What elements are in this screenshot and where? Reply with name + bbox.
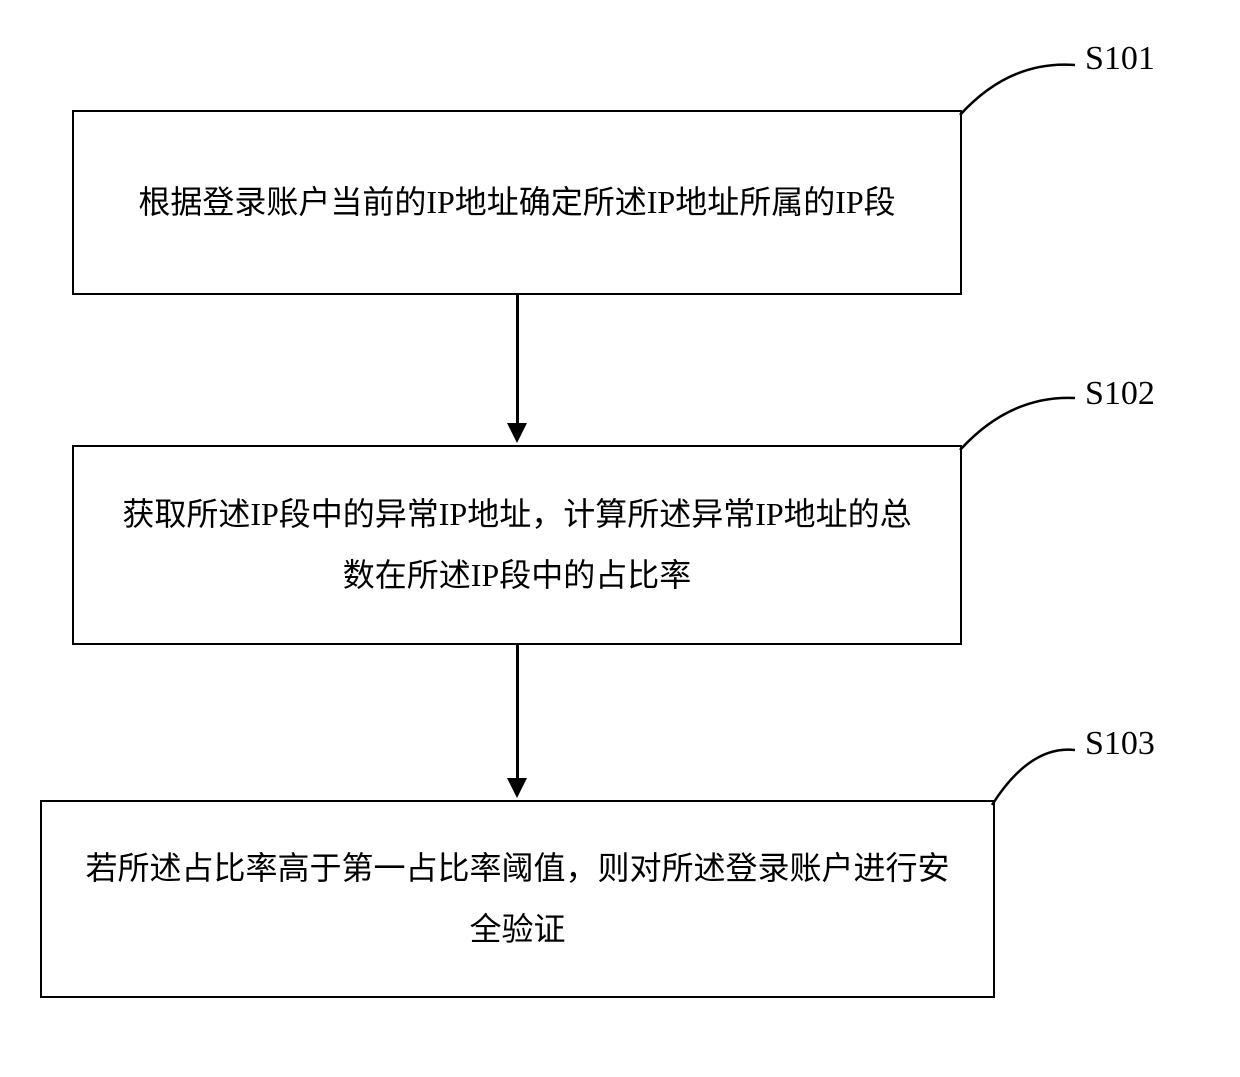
connector-s103 <box>0 0 1240 1077</box>
